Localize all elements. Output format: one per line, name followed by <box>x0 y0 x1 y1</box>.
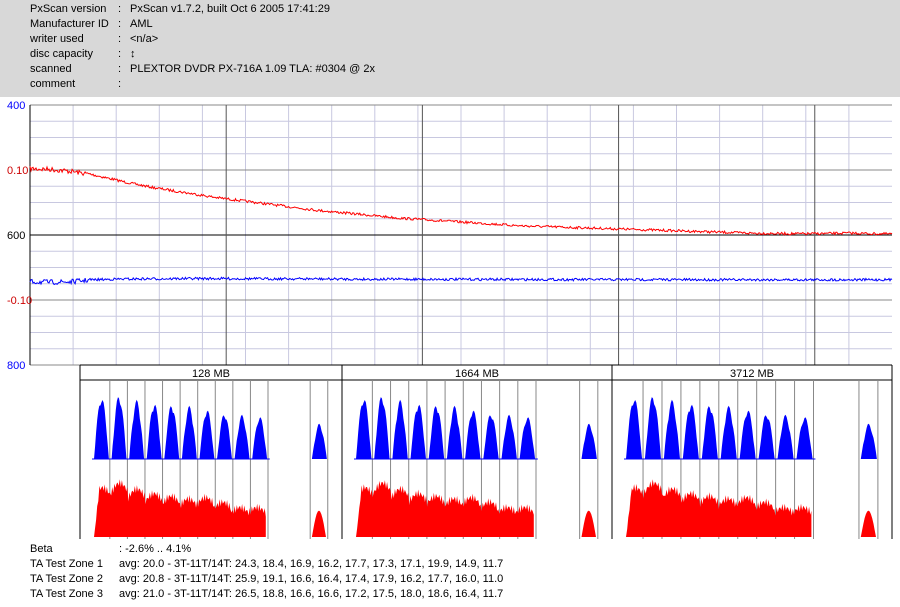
result-value: : -2.6% .. 4.1% <box>119 543 192 555</box>
info-value: PLEXTOR DVDR PX-716A 1.09 TLA: #0304 @ 2… <box>130 63 375 75</box>
info-value: AML <box>130 18 153 30</box>
panel-label: 3712 MB <box>730 368 774 380</box>
info-separator: : <box>118 78 122 90</box>
info-key: Manufacturer ID <box>30 18 109 30</box>
info-separator: : <box>118 18 122 30</box>
info-separator: : <box>118 33 122 45</box>
red-histogram <box>94 479 326 537</box>
blue-series-line <box>29 276 893 286</box>
y-tick-label: -0.10 <box>7 295 32 307</box>
result-key: TA Test Zone 2 <box>30 573 103 585</box>
blue-histogram <box>356 397 597 459</box>
y-tick-label: 600 <box>7 230 25 242</box>
y-tick-label: 800 <box>7 360 25 372</box>
result-key: TA Test Zone 1 <box>30 558 103 570</box>
y-tick-label: 400 <box>7 100 25 112</box>
blue-histogram <box>626 397 877 459</box>
info-separator: : <box>118 48 122 60</box>
result-value: avg: 20.8 - 3T-11T/14T: 25.9, 19.1, 16.6… <box>119 573 504 585</box>
panel-label: 128 MB <box>192 368 230 380</box>
info-separator: : <box>118 63 122 75</box>
info-key: disc capacity <box>30 48 93 60</box>
red-histogram <box>356 480 596 537</box>
info-key: scanned <box>30 63 72 75</box>
result-key: Beta <box>30 543 53 555</box>
info-key: comment <box>30 78 76 90</box>
info-value: <n/a> <box>130 33 159 45</box>
result-value: avg: 20.0 - 3T-11T/14T: 24.3, 18.4, 16.9… <box>119 558 504 570</box>
ta-histogram-area: 128 MB 1664 MB 3712 MB <box>79 364 893 539</box>
info-value: PxScan v1.7.2, built Oct 6 2005 17:41:29 <box>130 3 330 15</box>
upper-plot-grid <box>29 104 892 366</box>
info-value: ↕ <box>130 48 136 60</box>
info-key: PxScan version <box>30 3 107 15</box>
blue-histogram <box>94 397 327 459</box>
info-key: writer used <box>30 33 84 45</box>
scan-chart: 400 0.10 600 -0.10 800 128 MB 1664 MB 3712 MB <box>7 100 893 539</box>
y-tick-label: 0.10 <box>7 165 28 177</box>
upper-plot-y-labels: 400 0.10 600 -0.10 800 <box>7 100 32 372</box>
red-series-line <box>29 165 893 236</box>
red-histogram <box>626 479 876 537</box>
result-value: avg: 21.0 - 3T-11T/14T: 26.5, 18.8, 16.6… <box>119 588 504 600</box>
upper-plot-series <box>29 165 893 286</box>
info-separator: : <box>118 3 122 15</box>
result-key: TA Test Zone 3 <box>30 588 103 600</box>
scan-info-header: PxScan version : PxScan v1.7.2, built Oc… <box>0 0 900 97</box>
panel-label: 1664 MB <box>455 368 499 380</box>
